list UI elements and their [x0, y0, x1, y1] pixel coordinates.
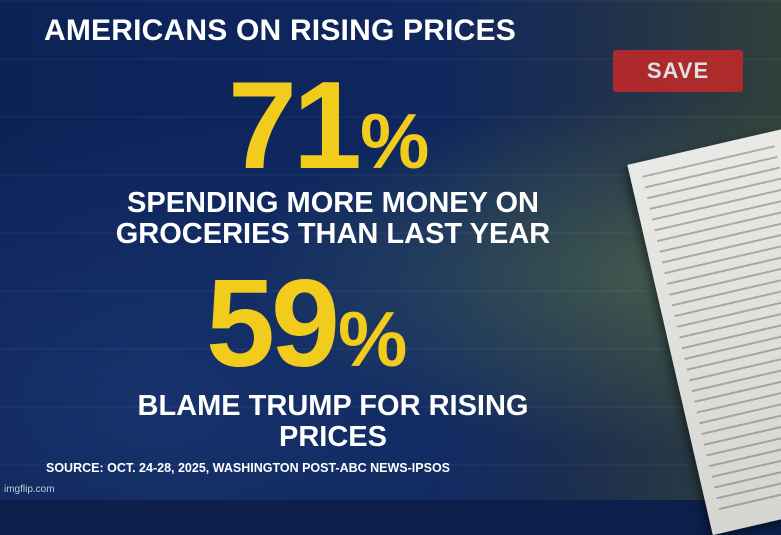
stat-caption-1-line2: GROCERIES THAN LAST YEAR [115, 218, 551, 250]
store-save-sign-text: SAVE [646, 58, 710, 83]
stat-caption-2: BLAME TRUMP FOR RISING PRICES [96, 391, 570, 453]
source-line: SOURCE: OCT. 24-28, 2025, WASHINGTON POS… [46, 461, 451, 475]
stat-value-2: 59% [206, 262, 407, 386]
headline: AMERICANS ON RISING PRICES [44, 14, 516, 47]
stat-caption-2-line1: BLAME TRUMP FOR RISING [137, 390, 529, 422]
stat-number-2: 59 [206, 255, 340, 393]
stat-percent-1: % [359, 97, 430, 185]
stat-value-1: 71% [228, 64, 429, 188]
stat-caption-1: SPENDING MORE MONEY ON GROCERIES THAN LA… [78, 188, 588, 250]
watermark: imgflip.com [4, 484, 55, 495]
store-save-sign: SAVE [613, 50, 743, 92]
stat-caption-1-line1: SPENDING MORE MONEY ON [127, 187, 539, 219]
stat-number-1: 71 [228, 57, 362, 195]
stat-percent-2: % [337, 295, 408, 383]
stat-caption-2-line2: PRICES [279, 421, 387, 453]
